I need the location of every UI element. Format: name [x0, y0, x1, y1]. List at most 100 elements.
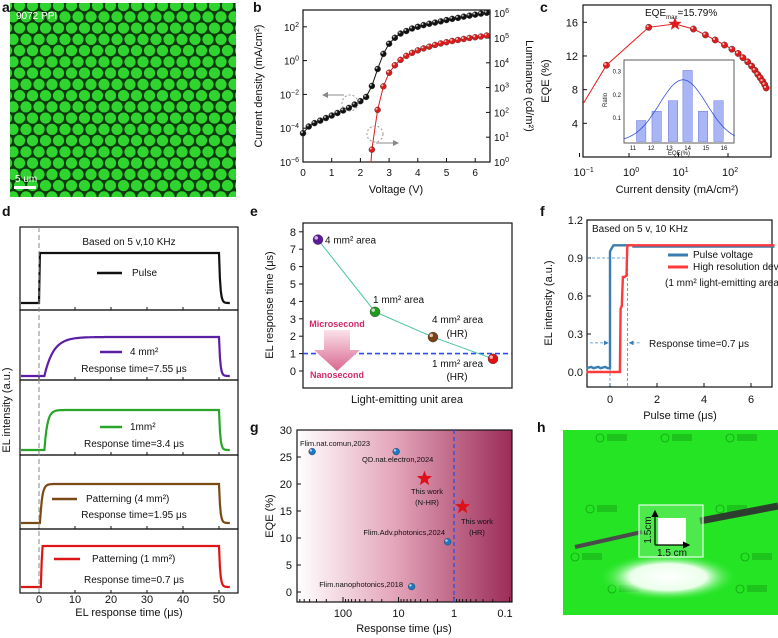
e-trend-line [317, 239, 494, 360]
b-current-point [380, 50, 387, 58]
c-eqe-point-highlight [703, 32, 706, 35]
c-eqe-point-body [603, 61, 610, 69]
f-xtick-label: 6 [748, 394, 754, 406]
f-response-time-label: Response time=0.7 μs [649, 339, 749, 350]
b-current-point [368, 82, 376, 90]
b-luminance-point-body [408, 49, 416, 57]
c-eqe-max-sub: max [666, 15, 677, 21]
b-plot-frame [302, 9, 491, 163]
b-current-point-body [391, 34, 399, 41]
c-eqe-point-highlight [752, 68, 755, 71]
c-plot-frame [582, 4, 772, 158]
d-legend-label: Patterning (4 mm²) [86, 494, 169, 505]
c-ytick-label: 4 [572, 118, 578, 130]
d-xtick-label: 0 [36, 594, 42, 606]
b-ylabel: Current density (mA/cm²) [253, 25, 265, 148]
scale-bar-label: 5 um [15, 174, 37, 185]
b-current-point-highlight [467, 13, 470, 16]
b-luminance-point-highlight [369, 147, 372, 150]
e-point-body [487, 353, 499, 365]
b-left-marker-circle [341, 94, 359, 112]
f-ylabel: EL intensity (a.u.) [543, 260, 555, 345]
b-luminance-point-highlight [409, 50, 413, 53]
b-current-point-highlight [335, 110, 338, 113]
b-luminance-point [403, 52, 410, 60]
b-xtick-label: 0 [300, 168, 306, 179]
c-eqe-max-value: =15.79% [677, 8, 717, 19]
c-eqe-point-body [690, 25, 697, 33]
b-current-point [345, 104, 353, 112]
c-eqe-point-body [728, 45, 736, 53]
b-current-point-highlight [404, 28, 407, 32]
e-ytick-label: 6 [290, 262, 296, 274]
b-current-point-highlight [300, 131, 304, 134]
g-this-work-star [416, 470, 433, 486]
panel-label-a: a [2, 0, 10, 15]
b-current-point-highlight [369, 83, 372, 86]
b-xtick-label: 5 [444, 168, 450, 179]
d-xtick-label: 30 [141, 594, 153, 606]
g-literature-point-body [392, 448, 400, 456]
b-current-point [334, 109, 341, 117]
b-luminance-point [397, 56, 404, 64]
g-point-sublabel: (N-HR) [415, 498, 439, 507]
b-current-point-body [311, 119, 318, 127]
e-ytick-label: 7 [290, 244, 296, 256]
g-ytick-label: 25 [280, 452, 292, 464]
b-luminance-point-body [472, 34, 479, 41]
b-y2tick-label: 102 [494, 107, 509, 119]
b-current-point [449, 15, 456, 23]
c-eqe-point-highlight [749, 63, 752, 67]
watermark-logo-icon [715, 504, 725, 514]
b-luminance-point-highlight [461, 36, 464, 39]
b-y2tick-label: 103 [494, 83, 509, 95]
b-current-point-highlight [415, 24, 418, 27]
c-eqe-point [762, 84, 770, 92]
b-luminance-point [391, 62, 399, 69]
d-xtick-label: 20 [105, 594, 117, 606]
watermark-text-mark [582, 553, 602, 560]
e-point-highlight [371, 308, 375, 312]
e-point-label: 4 mm² area [432, 315, 484, 326]
b-luminance-point-highlight [432, 42, 436, 45]
watermark-logo-icon [735, 584, 745, 594]
c-eqe-point-highlight [604, 62, 607, 66]
e-point-label: 4 mm² area [325, 236, 377, 247]
f-ytick-label: 0.3 [568, 329, 583, 341]
g-xtick-label: 0.1 [497, 608, 512, 620]
b-current-point [357, 97, 364, 105]
e-point-sublabel: (HR) [446, 329, 467, 340]
g-plot-frame [296, 429, 513, 603]
b-luminance-point [414, 47, 421, 54]
b-current-point-highlight [450, 16, 453, 19]
g-xtick-label: 1 [451, 608, 457, 620]
b-current-point [311, 119, 318, 127]
b-current-point-highlight [375, 66, 378, 70]
b-y2tick-label: 104 [494, 58, 509, 70]
b-current-point [460, 13, 467, 20]
e-ytick-label: 1 [290, 349, 296, 361]
b-current-point [397, 30, 404, 37]
b-current-point-body [305, 123, 312, 130]
b-current-point-body [449, 15, 456, 23]
c-inset-ytick-label: 0.2 [613, 93, 622, 99]
b-current-point-highlight [432, 20, 436, 23]
d-trace [21, 251, 230, 305]
c-ytick-label: 8 [572, 85, 578, 97]
f-ytick-label: 1.2 [568, 215, 583, 227]
d-trace [21, 544, 230, 589]
b-current-point [472, 11, 479, 18]
b-current-point-highlight [444, 17, 447, 21]
b-luminance-point [483, 32, 490, 39]
b-current-point-body [403, 27, 410, 35]
g-ytick-label: 30 [280, 425, 292, 437]
d-legend-label: 1mm² [130, 422, 156, 433]
b-current-point-body [351, 101, 358, 108]
b-current-point-highlight [421, 23, 424, 26]
b-current-point-highlight [484, 10, 487, 13]
b-luminance-point-body [466, 34, 473, 42]
b-luminance-point [460, 35, 467, 43]
d-legend-label: Patterning (1 mm²) [92, 554, 175, 565]
b-xtick-label: 2 [358, 168, 364, 179]
e-ytick-label: 3 [290, 314, 296, 326]
